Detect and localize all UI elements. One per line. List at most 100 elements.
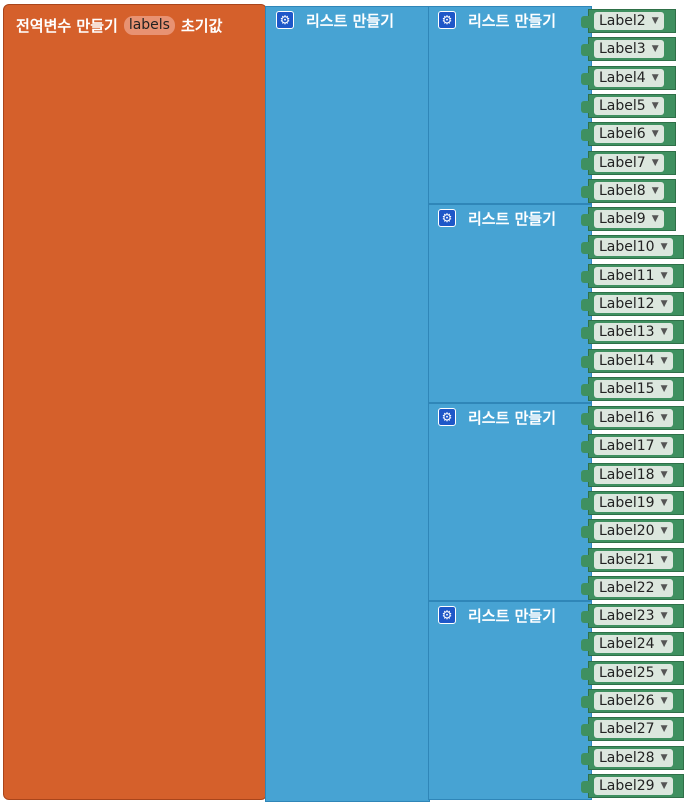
dropdown-arrow-icon[interactable]: ▼ <box>660 724 668 735</box>
component-label-block[interactable]: Label11 ▼ <box>581 263 684 288</box>
dropdown-arrow-icon[interactable]: ▼ <box>660 242 668 253</box>
dropdown-arrow-icon[interactable]: ▼ <box>660 526 668 537</box>
dropdown-arrow-icon[interactable]: ▼ <box>660 497 668 508</box>
global-variable-block[interactable]: 전역변수 만들기 labels 초기값 <box>3 4 267 800</box>
component-dropdown[interactable]: Label5 ▼ <box>594 96 664 115</box>
dropdown-arrow-icon[interactable]: ▼ <box>651 100 659 111</box>
dropdown-arrow-icon[interactable]: ▼ <box>660 383 668 394</box>
component-label-block[interactable]: Label29 ▼ <box>581 773 684 798</box>
component-label-block[interactable]: Label7 ▼ <box>581 150 676 175</box>
component-label-block[interactable]: Label21 ▼ <box>581 547 684 572</box>
component-label-block[interactable]: Label17 ▼ <box>581 434 684 459</box>
inner-list-block[interactable] <box>428 403 592 601</box>
dropdown-arrow-icon[interactable]: ▼ <box>660 469 668 480</box>
dropdown-arrow-icon[interactable]: ▼ <box>651 129 659 140</box>
inner-list-block[interactable] <box>428 204 592 403</box>
component-label-block[interactable]: Label12 ▼ <box>581 291 684 316</box>
component-dropdown[interactable]: Label7 ▼ <box>594 153 664 172</box>
component-dropdown[interactable]: Label11 ▼ <box>594 266 673 285</box>
component-dropdown[interactable]: Label29 ▼ <box>594 776 673 795</box>
component-dropdown[interactable]: Label20 ▼ <box>594 522 673 541</box>
gear-icon[interactable]: ⚙ <box>438 209 456 227</box>
component-dropdown[interactable]: Label26 ▼ <box>594 691 673 710</box>
component-dropdown[interactable]: Label10 ▼ <box>594 238 673 257</box>
component-label-block[interactable]: Label15 ▼ <box>581 376 684 401</box>
component-label-block[interactable]: Label3 ▼ <box>581 37 676 62</box>
component-dropdown[interactable]: Label27 ▼ <box>594 720 673 739</box>
component-label-block[interactable]: Label2 ▼ <box>581 9 676 33</box>
component-label-block[interactable]: Label27 ▼ <box>581 717 684 742</box>
gear-icon[interactable]: ⚙ <box>438 606 456 624</box>
dropdown-arrow-icon[interactable]: ▼ <box>651 44 659 55</box>
component-label-block[interactable]: Label16 ▼ <box>581 406 684 430</box>
dropdown-arrow-icon[interactable]: ▼ <box>651 72 659 83</box>
component-dropdown[interactable]: Label9 ▼ <box>594 210 664 228</box>
component-label-block[interactable]: Label14 ▼ <box>581 348 684 373</box>
component-label-block[interactable]: Label23 ▼ <box>581 604 684 628</box>
dropdown-arrow-icon[interactable]: ▼ <box>660 441 668 452</box>
component-label-block[interactable]: Label8 ▼ <box>581 178 676 203</box>
component-dropdown[interactable]: Label3 ▼ <box>594 40 664 59</box>
dropdown-arrow-icon[interactable]: ▼ <box>651 214 659 224</box>
component-label-block[interactable]: Label9 ▼ <box>581 207 676 231</box>
dropdown-arrow-icon[interactable]: ▼ <box>660 554 668 565</box>
inner-list-block[interactable] <box>428 6 592 204</box>
dropdown-arrow-icon[interactable]: ▼ <box>660 780 668 791</box>
component-dropdown[interactable]: Label24 ▼ <box>594 635 673 654</box>
component-dropdown[interactable]: Label2 ▼ <box>594 12 664 30</box>
component-dropdown[interactable]: Label21 ▼ <box>594 550 673 569</box>
dropdown-arrow-icon[interactable]: ▼ <box>660 695 668 706</box>
component-dropdown[interactable]: Label17 ▼ <box>594 437 673 456</box>
component-name: Label19 <box>599 494 655 511</box>
component-label-block[interactable]: Label25 ▼ <box>581 660 684 685</box>
inner-list-block[interactable] <box>428 601 592 800</box>
component-dropdown[interactable]: Label19 ▼ <box>594 493 673 512</box>
gear-icon[interactable]: ⚙ <box>276 11 294 29</box>
dropdown-arrow-icon[interactable]: ▼ <box>660 327 668 338</box>
component-label-block[interactable]: Label20 ▼ <box>581 519 684 544</box>
component-name: Label2 <box>599 13 646 29</box>
component-label-block[interactable]: Label18 ▼ <box>581 462 684 487</box>
component-dropdown[interactable]: Label18 ▼ <box>594 465 673 484</box>
component-dropdown[interactable]: Label8 ▼ <box>594 181 664 200</box>
component-label-block[interactable]: Label10 ▼ <box>581 235 684 260</box>
gear-icon[interactable]: ⚙ <box>438 11 456 29</box>
dropdown-arrow-icon[interactable]: ▼ <box>660 639 668 650</box>
dropdown-arrow-icon[interactable]: ▼ <box>660 667 668 678</box>
component-dropdown[interactable]: Label14 ▼ <box>594 351 673 370</box>
component-label-block[interactable]: Label22 ▼ <box>581 575 684 600</box>
component-label-block[interactable]: Label5 ▼ <box>581 93 676 118</box>
component-dropdown[interactable]: Label22 ▼ <box>594 578 673 597</box>
component-dropdown[interactable]: Label6 ▼ <box>594 125 664 144</box>
component-label-block[interactable]: Label26 ▼ <box>581 688 684 713</box>
outer-list-block[interactable] <box>265 6 430 802</box>
gear-icon[interactable]: ⚙ <box>438 408 456 426</box>
component-dropdown[interactable]: Label23 ▼ <box>594 607 673 625</box>
component-label-block[interactable]: Label6 ▼ <box>581 122 676 147</box>
component-dropdown[interactable]: Label15 ▼ <box>594 379 673 398</box>
component-label-block[interactable]: Label28 ▼ <box>581 745 684 770</box>
component-name: Label12 <box>599 295 655 312</box>
dropdown-arrow-icon[interactable]: ▼ <box>660 298 668 309</box>
dropdown-arrow-icon[interactable]: ▼ <box>651 185 659 196</box>
variable-name-field[interactable]: labels <box>123 15 175 35</box>
component-dropdown[interactable]: Label16 ▼ <box>594 409 673 427</box>
dropdown-arrow-icon[interactable]: ▼ <box>660 355 668 366</box>
dropdown-arrow-icon[interactable]: ▼ <box>651 157 659 168</box>
component-dropdown[interactable]: Label12 ▼ <box>594 294 673 313</box>
component-dropdown[interactable]: Label4 ▼ <box>594 68 664 87</box>
component-dropdown[interactable]: Label25 ▼ <box>594 663 673 682</box>
dropdown-arrow-icon[interactable]: ▼ <box>660 582 668 593</box>
component-label-block[interactable]: Label24 ▼ <box>581 632 684 657</box>
dropdown-arrow-icon[interactable]: ▼ <box>660 270 668 281</box>
socket-notch <box>581 780 589 793</box>
component-label-block[interactable]: Label4 ▼ <box>581 65 676 90</box>
dropdown-arrow-icon[interactable]: ▼ <box>651 16 659 26</box>
component-dropdown[interactable]: Label13 ▼ <box>594 323 673 342</box>
component-dropdown[interactable]: Label28 ▼ <box>594 748 673 767</box>
dropdown-arrow-icon[interactable]: ▼ <box>660 413 668 423</box>
component-label-block[interactable]: Label13 ▼ <box>581 320 684 345</box>
dropdown-arrow-icon[interactable]: ▼ <box>660 611 668 621</box>
component-label-block[interactable]: Label19 ▼ <box>581 490 684 515</box>
dropdown-arrow-icon[interactable]: ▼ <box>660 752 668 763</box>
